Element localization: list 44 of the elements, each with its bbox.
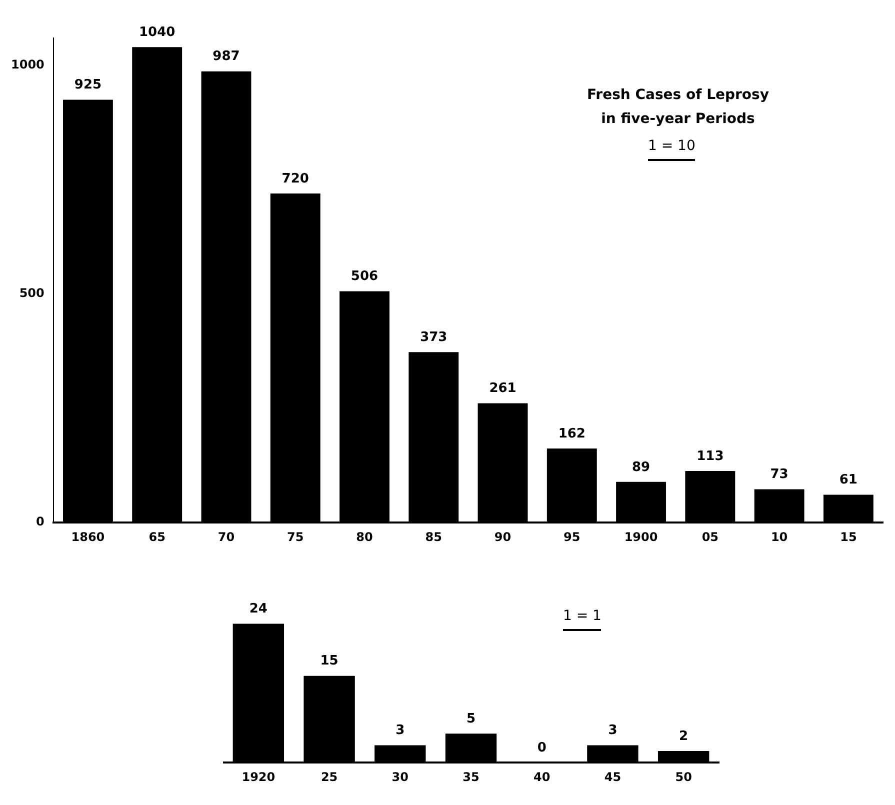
text: Fresh Cases of Leprosy in five-year Periods [586,86,770,129]
data-label: 261 [489,381,516,396]
data-label: 61 [839,472,858,488]
x-tick-label: 50 [675,770,692,784]
data-label: 720 [282,171,309,186]
x-tick-label: 35 [462,770,480,784]
x-tick-label: 10 [770,530,788,544]
data-label: 3 [608,723,618,738]
data-label: 5 [466,712,476,727]
x-tick-label: 1860 [71,530,105,544]
data-label: 987 [212,49,240,64]
data-label: 73 [770,467,788,482]
y-tick-label: 500 [19,286,44,300]
x-tick-label: 65 [148,530,166,544]
x-tick-label: 05 [702,530,719,544]
data-label: 373 [420,330,448,345]
x-tick-label: 40 [534,770,550,784]
data-label: 15 [320,654,338,669]
x-tick-label: 45 [604,770,622,784]
data-label: 2 [679,728,688,744]
annotation: 1 = 10 [648,138,696,161]
x-tick-label: 85 [425,530,442,544]
x-tick-label: 25 [320,770,338,784]
x-tick-label: 1900 [624,530,658,544]
x-tick-label: 75 [287,530,304,544]
data-label: 24 [249,602,268,617]
data-label: 89 [632,460,650,475]
data-label: 925 [74,78,102,93]
x-tick-label: 90 [494,530,512,544]
data-label: 3 [396,723,405,738]
x-tick-label: 95 [564,530,580,544]
data-label: 162 [558,426,586,442]
data-label: 0 [537,740,546,756]
x-tick-label: 30 [392,770,408,784]
data-label: 506 [350,269,378,284]
y-tick-label: 1000 [10,58,44,72]
x-tick-label: 70 [218,530,235,544]
data-label: 113 [696,448,724,464]
y-tick-label: 0 [36,514,44,529]
data-label: 1040 [139,25,176,40]
x-tick-label: 80 [356,530,373,544]
annotation: 1 = 1 [563,608,602,631]
x-tick-label: 15 [840,530,857,544]
x-tick-label: 1920 [242,770,276,784]
